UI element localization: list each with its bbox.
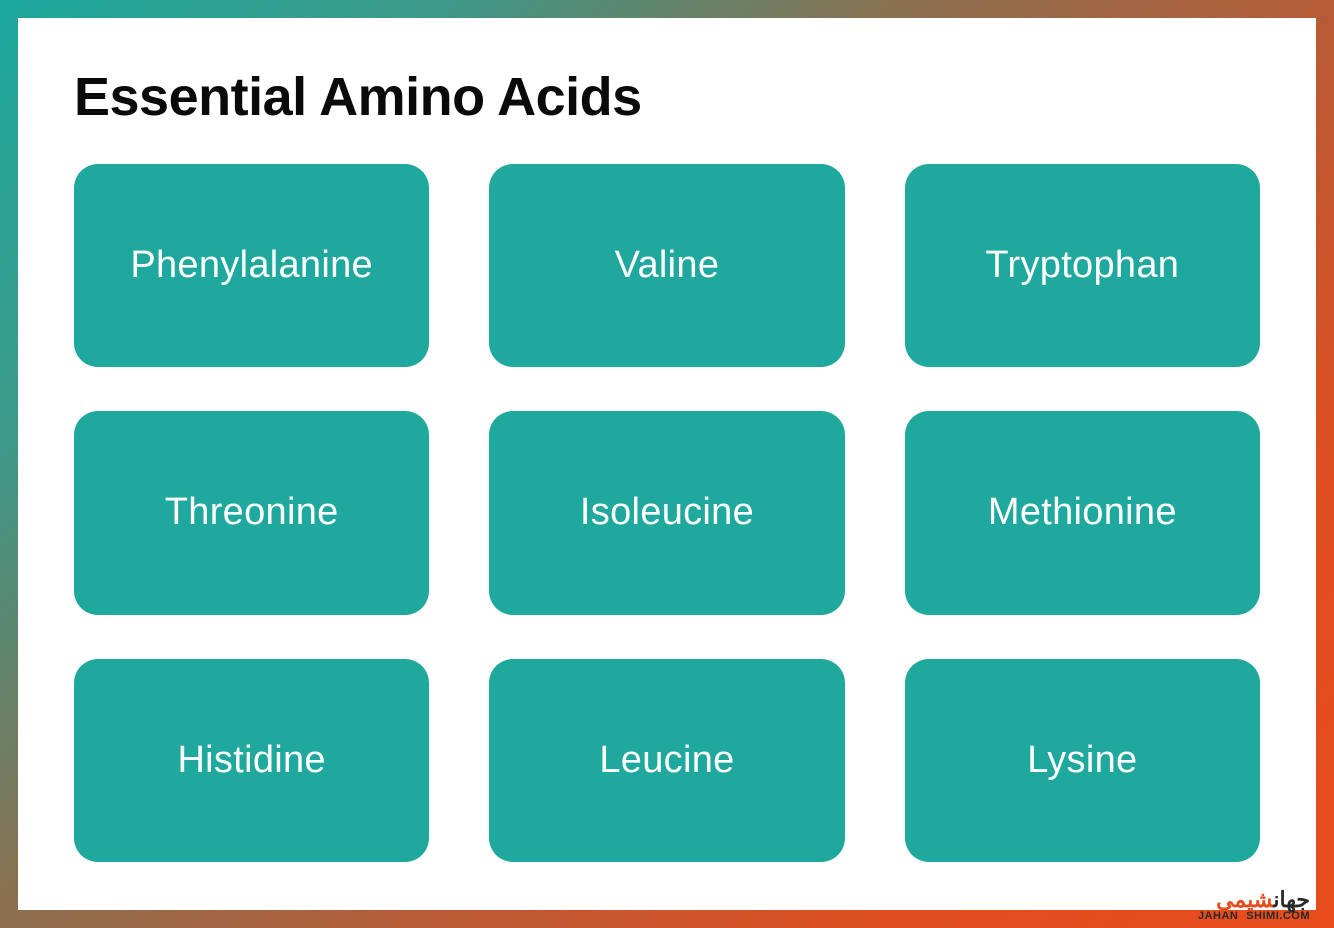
watermark-text-a: جهان: [1273, 887, 1310, 912]
tile-valine: Valine: [489, 164, 844, 367]
watermark-line1: جهانشیمی: [1198, 889, 1310, 911]
tile-histidine: Histidine: [74, 659, 429, 862]
watermark-logo: جهانشیمی JAHANESHIMI.COM: [1198, 889, 1310, 922]
tile-lysine: Lysine: [905, 659, 1260, 862]
tile-isoleucine: Isoleucine: [489, 411, 844, 614]
watermark-domain-c: SHIMI.COM: [1246, 910, 1310, 922]
watermark-line2: JAHANESHIMI.COM: [1198, 911, 1310, 922]
amino-acid-grid: Phenylalanine Valine Tryptophan Threonin…: [74, 164, 1260, 862]
watermark-text-b: شیمی: [1216, 887, 1273, 912]
content-panel: Essential Amino Acids Phenylalanine Vali…: [18, 18, 1316, 910]
page-title: Essential Amino Acids: [74, 66, 1260, 128]
tile-methionine: Methionine: [905, 411, 1260, 614]
tile-tryptophan: Tryptophan: [905, 164, 1260, 367]
tile-threonine: Threonine: [74, 411, 429, 614]
watermark-domain-a: JAHAN: [1198, 910, 1238, 922]
tile-phenylalanine: Phenylalanine: [74, 164, 429, 367]
gradient-border: Essential Amino Acids Phenylalanine Vali…: [0, 0, 1334, 928]
tile-leucine: Leucine: [489, 659, 844, 862]
